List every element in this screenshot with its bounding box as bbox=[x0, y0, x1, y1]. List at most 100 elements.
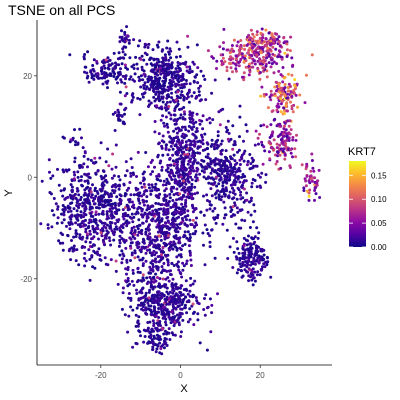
scatter-point bbox=[255, 53, 259, 57]
scatter-point bbox=[73, 128, 76, 132]
scatter-point bbox=[56, 216, 60, 220]
scatter-point bbox=[310, 152, 314, 156]
y-axis-title: Y bbox=[3, 189, 15, 197]
legend-tick-label: 0.10 bbox=[371, 195, 387, 204]
scatter-point bbox=[163, 124, 166, 128]
scatter-point bbox=[154, 260, 158, 264]
scatter-point bbox=[153, 307, 156, 311]
scatter-point bbox=[176, 305, 180, 309]
scatter-point bbox=[175, 216, 179, 220]
scatter-point bbox=[107, 200, 111, 204]
scatter-point bbox=[167, 148, 171, 152]
scatter-point bbox=[283, 130, 287, 134]
scatter-point bbox=[197, 302, 201, 306]
scatter-point bbox=[162, 199, 166, 202]
scatter-point bbox=[86, 226, 90, 230]
scatter-point bbox=[149, 240, 153, 244]
scatter-point bbox=[181, 125, 185, 129]
scatter-point bbox=[158, 76, 162, 80]
scatter-point bbox=[167, 327, 171, 331]
scatter-point bbox=[137, 329, 141, 333]
scatter-point bbox=[172, 300, 176, 304]
scatter-point bbox=[160, 146, 164, 150]
scatter-point bbox=[99, 141, 103, 145]
scatter-point bbox=[153, 312, 157, 316]
scatter-point bbox=[218, 45, 222, 49]
scatter-point bbox=[229, 55, 233, 59]
scatter-point bbox=[151, 342, 155, 346]
scatter-point bbox=[89, 195, 93, 199]
scatter-point bbox=[159, 203, 163, 207]
scatter-point bbox=[238, 135, 241, 139]
scatter-point bbox=[59, 189, 63, 193]
scatter-point bbox=[225, 189, 229, 193]
scatter-point bbox=[163, 315, 167, 319]
scatter-point bbox=[175, 319, 179, 323]
scatter-point bbox=[250, 54, 254, 58]
scatter-point bbox=[244, 65, 248, 69]
scatter-point bbox=[83, 53, 87, 56]
scatter-point bbox=[186, 320, 190, 324]
scatter-point bbox=[250, 181, 254, 185]
scatter-point bbox=[203, 167, 207, 171]
scatter-point bbox=[261, 33, 265, 37]
scatter-point bbox=[175, 313, 179, 317]
scatter-point bbox=[40, 179, 44, 183]
scatter-point bbox=[182, 179, 186, 183]
scatter-point bbox=[151, 185, 155, 189]
scatter-point bbox=[283, 152, 287, 156]
scatter-point bbox=[233, 174, 237, 177]
scatter-point bbox=[177, 206, 181, 210]
scatter-point bbox=[214, 216, 218, 220]
scatter-point bbox=[280, 100, 284, 103]
scatter-point bbox=[127, 186, 131, 190]
scatter-point bbox=[245, 261, 249, 265]
scatter-point bbox=[250, 61, 254, 65]
scatter-point bbox=[57, 239, 61, 243]
scatter-point bbox=[114, 269, 118, 273]
scatter-point bbox=[241, 75, 244, 79]
scatter-point bbox=[120, 261, 124, 265]
scatter-point bbox=[133, 72, 137, 76]
scatter-point bbox=[175, 163, 179, 167]
scatter-point bbox=[218, 174, 222, 178]
scatter-point bbox=[285, 101, 289, 105]
scatter-point bbox=[119, 72, 122, 76]
scatter-point bbox=[148, 243, 151, 247]
scatter-point bbox=[189, 126, 193, 130]
scatter-point bbox=[318, 196, 322, 199]
scatter-point bbox=[153, 130, 157, 134]
scatter-point bbox=[220, 152, 223, 156]
scatter-point bbox=[276, 154, 280, 158]
scatter-point bbox=[167, 220, 170, 224]
scatter-point bbox=[171, 77, 175, 80]
scatter-point bbox=[123, 94, 127, 98]
scatter-point bbox=[187, 90, 191, 94]
scatter-point bbox=[123, 194, 127, 198]
x-tick-label: 20 bbox=[256, 371, 265, 380]
scatter-point bbox=[188, 113, 192, 117]
scatter-point bbox=[163, 285, 167, 289]
scatter-point bbox=[191, 132, 195, 136]
scatter-point bbox=[208, 121, 212, 125]
x-axis-title: X bbox=[180, 383, 188, 395]
scatter-point bbox=[210, 55, 214, 59]
scatter-point bbox=[187, 100, 191, 104]
scatter-point bbox=[154, 82, 158, 86]
scatter-point bbox=[179, 291, 183, 295]
scatter-point bbox=[185, 311, 189, 315]
scatter-point bbox=[130, 251, 134, 255]
scatter-point bbox=[269, 65, 273, 69]
scatter-point bbox=[169, 117, 173, 121]
scatter-point bbox=[108, 207, 112, 211]
scatter-point bbox=[46, 226, 50, 230]
scatter-point bbox=[68, 215, 72, 219]
scatter-point bbox=[255, 30, 259, 34]
scatter-point bbox=[172, 139, 176, 143]
scatter-point bbox=[222, 169, 226, 173]
scatter-point bbox=[60, 221, 64, 225]
scatter-point bbox=[162, 294, 166, 298]
scatter-point bbox=[97, 212, 101, 216]
scatter-point bbox=[141, 78, 145, 82]
scatter-point bbox=[177, 197, 181, 201]
